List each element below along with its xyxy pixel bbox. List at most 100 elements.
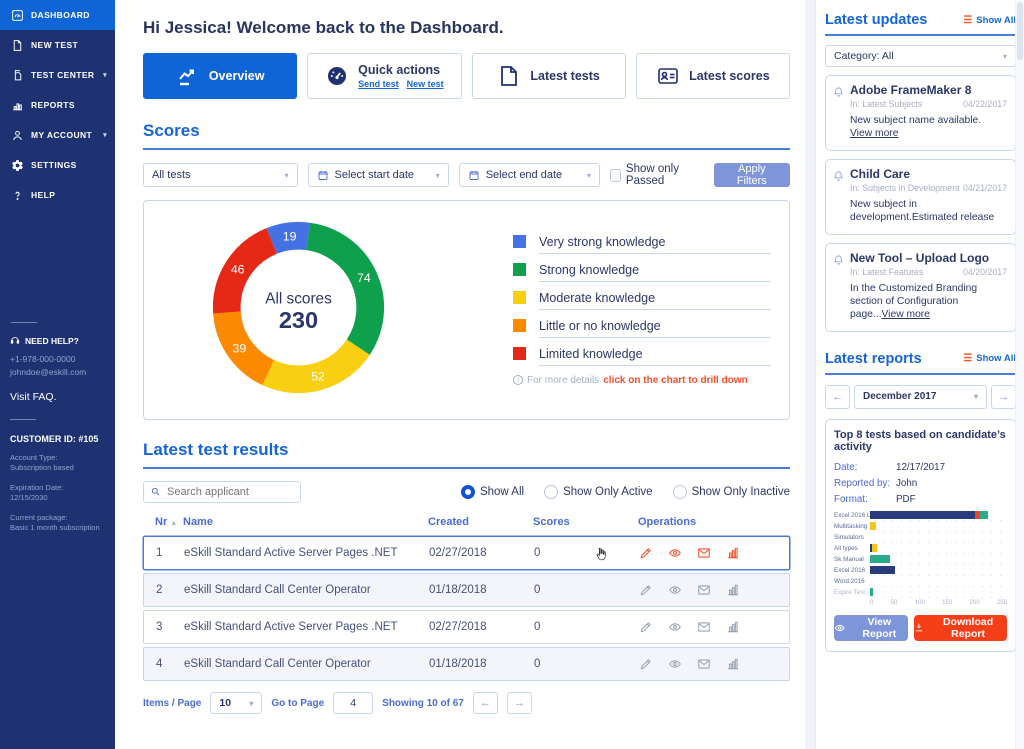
- quick-actions-icon: [325, 64, 349, 88]
- reports-show-all-link[interactable]: ☰ Show All: [963, 353, 1016, 364]
- start-date-select[interactable]: Select start date ▾: [308, 163, 449, 187]
- link-new-test[interactable]: New test: [407, 79, 444, 89]
- prev-page-button[interactable]: ←: [473, 692, 498, 714]
- show-only-passed-checkbox[interactable]: Show only Passed: [610, 163, 704, 187]
- email-icon[interactable]: [697, 583, 711, 597]
- radio-dot[interactable]: [673, 485, 687, 499]
- radio-dot[interactable]: [544, 485, 558, 499]
- table-row[interactable]: 2eSkill Standard Call Center Operator01/…: [143, 573, 790, 607]
- view-more-link[interactable]: View more: [882, 309, 930, 320]
- table-row[interactable]: 4eSkill Standard Call Center Operator01/…: [143, 647, 790, 681]
- legend-underline: [539, 253, 771, 254]
- table-row[interactable]: 3eSkill Standard Active Server Pages .NE…: [143, 610, 790, 644]
- tab-quick-actions[interactable]: Quick actionsSend testNew test: [307, 53, 461, 99]
- view-more-link[interactable]: View more: [850, 127, 898, 140]
- update-card[interactable]: Child CareIn: Subjects in Development04/…: [825, 159, 1016, 235]
- stats-icon[interactable]: [726, 657, 740, 671]
- row-nr: 3: [144, 621, 184, 633]
- sidebar-item-new-test[interactable]: NEW TEST: [0, 30, 115, 60]
- headset-icon: [10, 335, 20, 347]
- month-select[interactable]: December 2017 ▾: [854, 385, 987, 409]
- edit-icon[interactable]: [639, 657, 653, 671]
- mini-chart-track: [870, 532, 1007, 543]
- chart-note: For more details click on the chart to d…: [513, 375, 771, 386]
- column-header-created[interactable]: Created: [428, 516, 533, 528]
- hamburger-icon: ☰: [963, 353, 972, 364]
- scrollbar-track[interactable]: [1015, 0, 1024, 749]
- email-icon[interactable]: [697, 620, 711, 634]
- column-header-nr[interactable]: Nr▲: [143, 516, 183, 528]
- sidebar-item-help[interactable]: HELP: [0, 180, 115, 210]
- update-card[interactable]: Adobe FrameMaker 8In: Latest Subjects04/…: [825, 75, 1016, 151]
- bell-icon: [833, 169, 844, 225]
- edit-icon[interactable]: [639, 546, 653, 560]
- legend-underline: [539, 309, 771, 310]
- view-icon[interactable]: [668, 546, 682, 560]
- email-icon[interactable]: [697, 657, 711, 671]
- link-send-test[interactable]: Send test: [358, 79, 399, 89]
- category-select[interactable]: Category: All ▾: [825, 45, 1016, 67]
- radio-show-all[interactable]: Show All: [461, 485, 524, 499]
- overview-icon: [176, 64, 200, 88]
- stats-icon[interactable]: [726, 620, 740, 634]
- radio-dot[interactable]: [461, 485, 475, 499]
- mini-chart-track: [870, 543, 1007, 554]
- sort-asc-icon[interactable]: ▲: [170, 520, 177, 527]
- test-filter-value: All tests: [152, 169, 191, 181]
- radio-show-only-active[interactable]: Show Only Active: [544, 485, 652, 499]
- table-row[interactable]: 1eSkill Standard Active Server Pages .NE…: [143, 536, 790, 570]
- mini-chart-category: All types: [834, 545, 870, 552]
- stats-icon[interactable]: [726, 583, 740, 597]
- scrollbar-thumb[interactable]: [1017, 2, 1023, 60]
- edit-icon[interactable]: [639, 620, 653, 634]
- prev-month-button[interactable]: ←: [825, 385, 850, 409]
- edit-icon[interactable]: [639, 583, 653, 597]
- column-header-name[interactable]: Name: [183, 516, 428, 528]
- row-name: eSkill Standard Call Center Operator: [184, 584, 429, 596]
- chevron-down-icon: ▾: [103, 71, 107, 79]
- drill-down-link[interactable]: click on the chart to drill down: [603, 375, 747, 386]
- next-page-button[interactable]: →: [507, 692, 532, 714]
- mini-chart-category: Excel 2016 Lev...: [834, 512, 870, 519]
- tab-latest-scores[interactable]: Latest scores: [636, 53, 790, 99]
- column-header-operations[interactable]: Operations: [638, 516, 790, 528]
- end-date-select[interactable]: Select end date ▾: [459, 163, 600, 187]
- update-meta: In: Subjects in Development04/21/2017: [850, 183, 1007, 193]
- update-card[interactable]: New Tool – Upload LogoIn: Latest Feature…: [825, 243, 1016, 332]
- test-filter-select[interactable]: All tests ▾: [143, 163, 298, 187]
- help-icon: [10, 188, 24, 202]
- account-type-label: Account Type:: [10, 453, 105, 464]
- apply-filters-button[interactable]: Apply Filters: [714, 163, 790, 187]
- legend-underline: [539, 365, 771, 366]
- checkbox-box[interactable]: [610, 169, 621, 182]
- sidebar-item-label: HELP: [31, 190, 55, 200]
- sidebar-divider: [11, 322, 37, 323]
- chevron-down-icon: ▾: [974, 392, 978, 401]
- help-email[interactable]: johndoe@eskill.com: [10, 367, 105, 378]
- view-icon[interactable]: [668, 620, 682, 634]
- updates-show-all-link[interactable]: ☰ Show All: [963, 15, 1016, 26]
- sidebar-item-dashboard[interactable]: DASHBOARD: [0, 0, 115, 30]
- download-report-button[interactable]: Download Report: [914, 615, 1007, 641]
- column-header-scores[interactable]: Scores: [533, 516, 638, 528]
- sidebar-item-test-center[interactable]: TEST CENTER▾: [0, 60, 115, 90]
- email-icon[interactable]: [697, 546, 711, 560]
- view-icon[interactable]: [668, 583, 682, 597]
- sidebar-item-reports[interactable]: REPORTS: [0, 90, 115, 120]
- stats-icon[interactable]: [726, 546, 740, 560]
- view-report-button[interactable]: View Report: [834, 615, 908, 641]
- search-input[interactable]: [143, 481, 301, 503]
- items-per-page-select[interactable]: 10 ▾: [210, 692, 262, 714]
- radio-label: Show Only Active: [563, 486, 652, 498]
- mini-chart-row: Excel 2016 Lev...: [834, 510, 1007, 521]
- view-icon[interactable]: [668, 657, 682, 671]
- next-month-button[interactable]: →: [991, 385, 1016, 409]
- goto-page-input[interactable]: [333, 692, 373, 714]
- sidebar-item-my-account[interactable]: MY ACCOUNT▾: [0, 120, 115, 150]
- tab-latest-tests[interactable]: Latest tests: [472, 53, 626, 99]
- sidebar-item-settings[interactable]: SETTINGS: [0, 150, 115, 180]
- donut-chart[interactable]: 1974523946All scores230: [196, 205, 401, 415]
- radio-show-only-inactive[interactable]: Show Only Inactive: [673, 485, 790, 499]
- visit-faq-link[interactable]: Visit FAQ.: [10, 391, 105, 403]
- tab-overview[interactable]: Overview: [143, 53, 297, 99]
